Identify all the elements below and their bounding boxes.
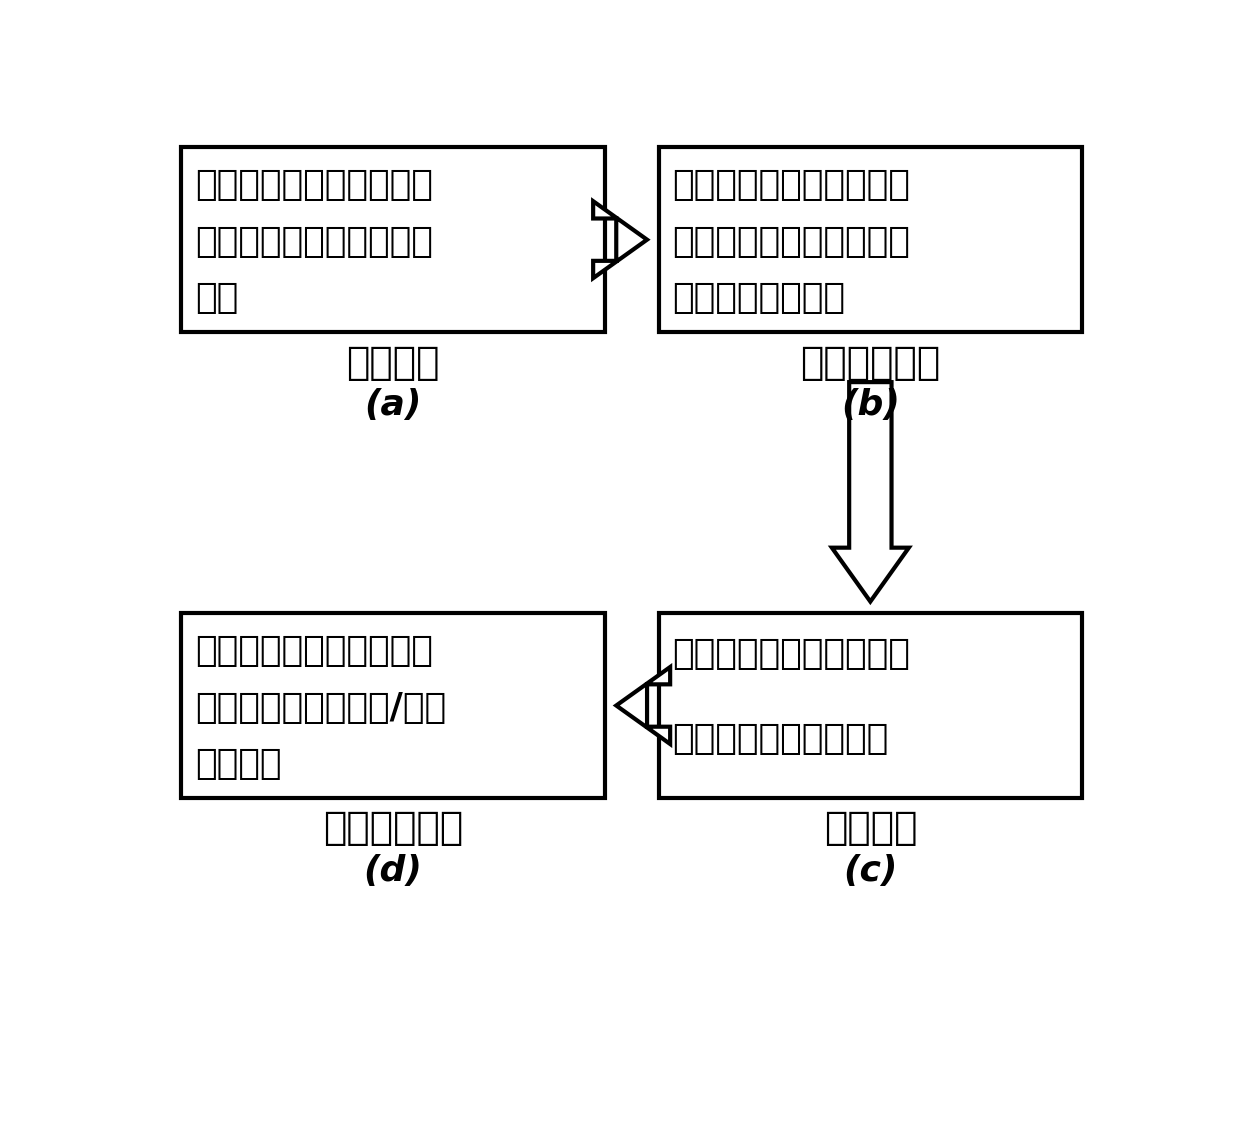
Text: 将喷涂悬浮液喷涂在食品: 将喷涂悬浮液喷涂在食品 bbox=[672, 637, 910, 671]
Text: 成型固化步骤: 成型固化步骤 bbox=[322, 810, 463, 847]
Text: 将食品器具表面的涂层加: 将食品器具表面的涂层加 bbox=[195, 634, 433, 668]
Polygon shape bbox=[593, 201, 647, 278]
Text: (d): (d) bbox=[363, 854, 423, 888]
Polygon shape bbox=[832, 382, 909, 602]
Bar bbox=[658, 147, 1083, 333]
Text: 烯液及铝基金属间化合物: 烯液及铝基金属间化合物 bbox=[195, 225, 433, 259]
Text: 喷涂步骤: 喷涂步骤 bbox=[823, 810, 918, 847]
Text: (a): (a) bbox=[365, 388, 422, 422]
Text: 金属化合物粉末予以搅拌: 金属化合物粉末予以搅拌 bbox=[672, 225, 910, 259]
Text: 准备步骤: 准备步骤 bbox=[346, 344, 440, 381]
Text: (c): (c) bbox=[843, 854, 898, 888]
Text: 提供食品器具、聚四氯乙: 提供食品器具、聚四氯乙 bbox=[195, 169, 433, 202]
Text: (b): (b) bbox=[841, 388, 900, 422]
Text: 热固化为疏水高分子/金属: 热固化为疏水高分子/金属 bbox=[195, 691, 446, 725]
Text: 搅拌混合步骤: 搅拌混合步骤 bbox=[800, 344, 940, 381]
Bar bbox=[181, 613, 605, 797]
Text: 器具的表面，形成涂层: 器具的表面，形成涂层 bbox=[672, 722, 889, 756]
Bar bbox=[181, 147, 605, 333]
Bar bbox=[658, 613, 1083, 797]
Polygon shape bbox=[616, 667, 670, 744]
Text: 复合皮膜: 复合皮膜 bbox=[195, 748, 281, 782]
Text: 混合为喷涂悬浮液: 混合为喷涂悬浮液 bbox=[672, 282, 846, 316]
Text: 粉末: 粉末 bbox=[195, 282, 238, 316]
Text: 将聚四氯乙烯溶液与铝基: 将聚四氯乙烯溶液与铝基 bbox=[672, 169, 910, 202]
